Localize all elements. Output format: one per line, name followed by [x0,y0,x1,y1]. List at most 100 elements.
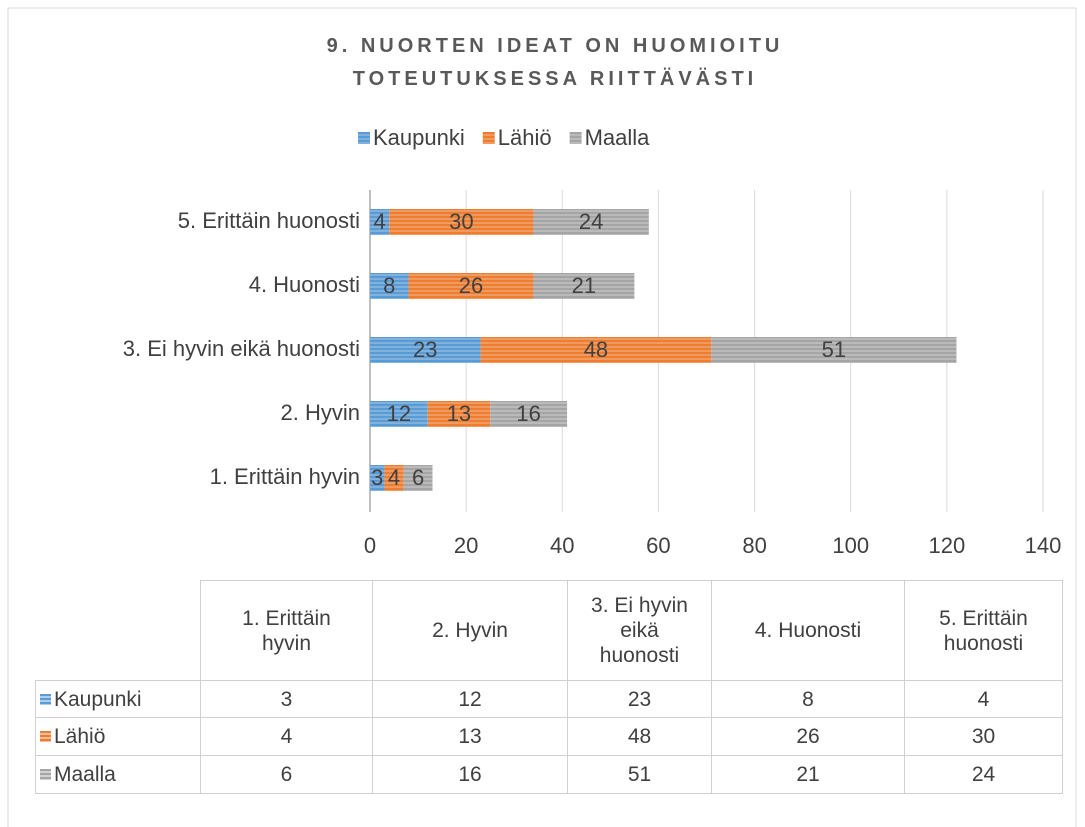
table-cell: 24 [904,755,1063,794]
table-header: 1. Erittäin hyvin [200,580,373,681]
legend-marker [40,693,51,705]
bar [370,465,385,491]
cell-text: 3. Ei hyvin eikä huonosti [591,594,688,667]
cell-text: Maalla [54,763,116,786]
data-label: 48 [584,337,608,362]
legend-marker [569,132,582,144]
table-cell: 4 [904,680,1063,718]
x-tick-label: 140 [1025,533,1062,558]
table-row-label: Lähiö [35,717,201,756]
bar [427,401,491,427]
data-label: 51 [822,337,846,362]
bar [370,209,390,235]
table-cell: 13 [372,717,568,756]
bar [370,337,481,363]
chart-border [7,7,1077,827]
cell-text: 4. Huonosti [754,619,862,642]
table-cell: 26 [711,717,905,756]
cell-text: 8 [802,687,814,711]
legend-label: Lähiö [498,125,552,150]
bar [480,337,712,363]
cell-text: 24 [971,763,996,786]
x-tick-label: 0 [364,533,376,558]
bar [533,209,649,235]
table-cell: 3 [200,680,373,718]
table-cell: 4 [200,717,373,756]
data-label: 8 [383,273,395,298]
cell-text: 26 [796,725,820,748]
legend-marker [40,769,51,780]
cell-text: 13 [458,725,482,748]
table-cell: 16 [372,755,568,794]
table-cell: 51 [567,755,712,794]
y-tick-label: 5. Erittäin huonosti [178,208,360,233]
cell-text: 4 [280,725,293,748]
x-tick-label: 20 [454,533,478,558]
cell-text: 2. Hyvin [432,619,508,642]
cell-text: Lähiö [54,725,106,748]
bar [533,273,635,299]
data-label: 3 [371,465,383,490]
cell-text: Kaupunki [54,687,142,711]
cell-text: 6 [280,763,293,786]
table-cell: 21 [711,755,905,794]
x-tick-label: 120 [928,533,965,558]
y-tick-label: 4. Huonosti [249,272,360,297]
data-label: 6 [412,465,424,490]
legend-marker [482,132,495,144]
legend-label: Maalla [585,125,651,150]
data-label: 4 [388,465,400,490]
cell-text: 21 [796,763,820,786]
table-cell: 48 [567,717,712,756]
cell-text: 12 [458,687,482,711]
data-label: 30 [449,209,473,234]
data-label: 12 [387,401,411,426]
bar [490,401,568,427]
table-cell: 12 [372,680,568,718]
data-label: 26 [459,273,483,298]
table-header: 2. Hyvin [372,580,568,681]
cell-text: 51 [627,763,652,786]
cell-text: 48 [627,725,652,748]
data-label: 16 [516,401,540,426]
bar [389,209,534,235]
bar [711,337,957,363]
cell-text: 1. Erittäin hyvin [242,606,331,655]
legend-marker [358,132,370,144]
data-label: 13 [447,401,471,426]
y-tick-label: 3. Ei hyvin eikä huonosti [123,336,360,361]
cell-text: 3 [280,687,293,711]
bar [370,273,409,299]
table-cell: 6 [200,755,373,794]
x-tick-label: 100 [832,533,869,558]
y-tick-label: 2. Hyvin [281,400,360,425]
cell-text: 16 [458,763,482,786]
legend-marker [40,731,51,742]
table-row-label: Maalla [35,755,201,794]
bar [408,273,534,299]
bar [384,465,404,491]
cell-text: 23 [627,687,652,711]
legend-label: Kaupunki [373,125,465,150]
data-label: 24 [579,209,603,234]
table-row-label: Kaupunki [35,680,201,718]
table-cell: 30 [904,717,1063,756]
cell-text: 4 [977,687,990,711]
table-header: 3. Ei hyvin eikä huonosti [567,580,712,681]
x-tick-label: 80 [742,533,766,558]
y-tick-label: 1. Erittäin hyvin [210,464,360,489]
cell-text: 30 [971,725,996,748]
bar [370,401,428,427]
data-label: 21 [572,273,596,298]
chart-title: 9. NUORTEN IDEAT ON HUOMIOITU TOTEUTUKSES… [327,35,784,90]
cell-text: 5. Erittäin huonosti [939,606,1028,655]
x-tick-label: 40 [550,533,574,558]
x-tick-label: 60 [646,533,670,558]
data-label: 23 [413,337,437,362]
table-header: 5. Erittäin huonosti [904,580,1063,681]
table-cell: 8 [711,680,905,718]
table-cell: 23 [567,680,712,718]
table-header: 4. Huonosti [711,580,905,681]
